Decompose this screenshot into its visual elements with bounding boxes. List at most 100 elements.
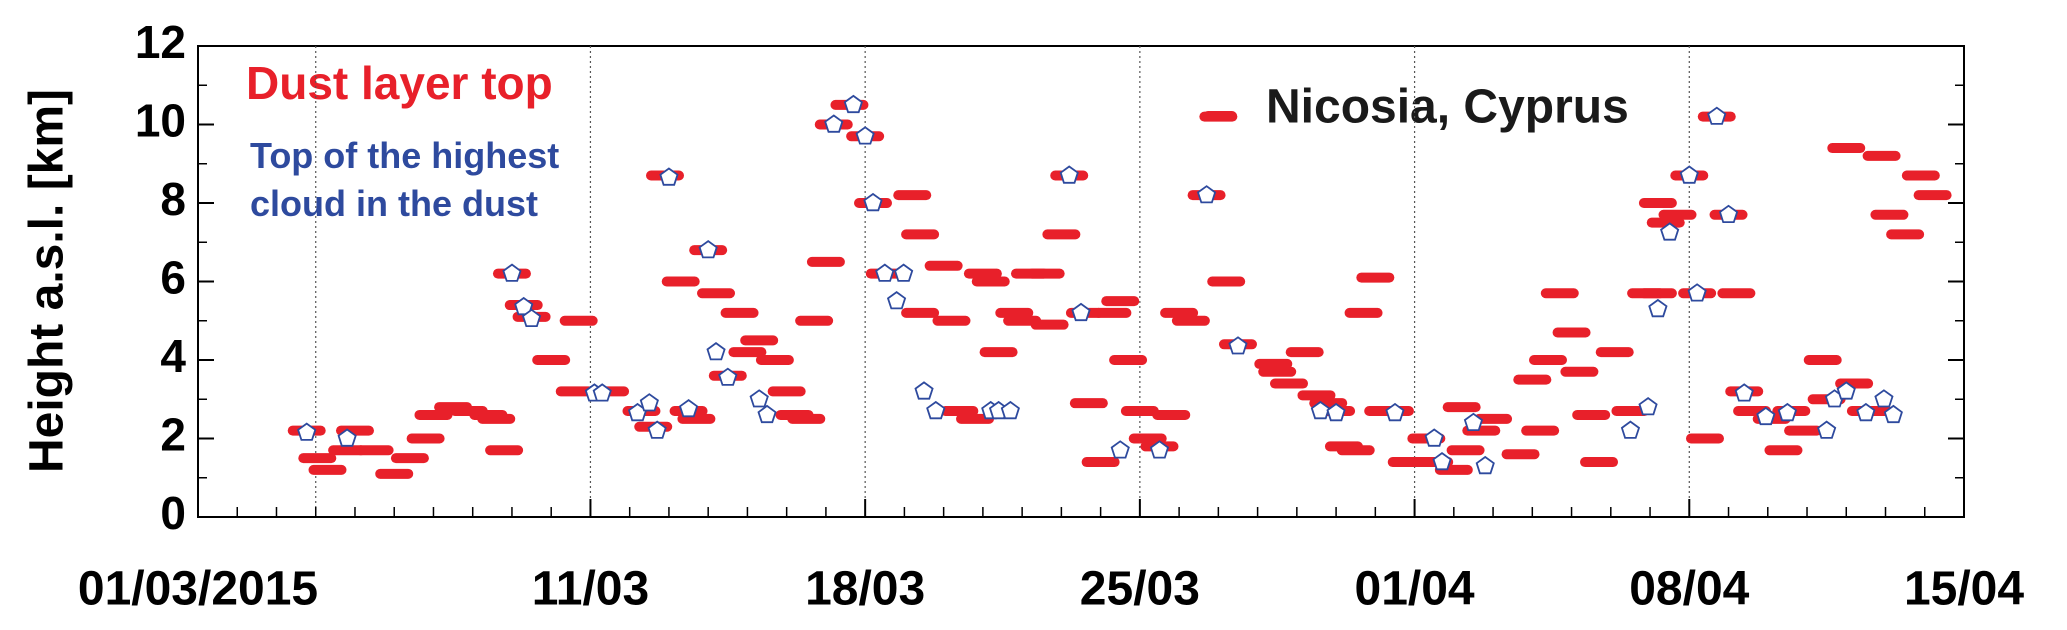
- cloud-top-mark: [1648, 298, 1668, 318]
- cloud-top-mark: [297, 422, 317, 441]
- dust-top-mark: [979, 347, 1018, 358]
- x-tick-label: 25/03: [1080, 563, 1200, 616]
- dust-top-mark: [1646, 217, 1685, 228]
- dust-top-mark: [414, 409, 453, 420]
- cloud-top-mark: [706, 341, 726, 361]
- cloud-top-mark: [843, 94, 863, 114]
- dust-top-mark: [720, 307, 759, 318]
- dust-top-mark: [355, 445, 394, 456]
- dust-top-mark: [1638, 288, 1677, 299]
- dust-top-mark: [795, 315, 834, 326]
- cloud-top-mark: [1679, 165, 1699, 184]
- dust-top-mark: [1160, 307, 1199, 318]
- cloud-top-mark: [1149, 440, 1170, 459]
- dust-top-mark: [1638, 198, 1677, 208]
- cloud-top-mark: [521, 308, 542, 328]
- dust-top-mark: [924, 260, 963, 271]
- cloud-top-mark: [1000, 400, 1020, 420]
- annotation: Nicosia, Cyprus: [1266, 81, 1629, 134]
- dust-top-mark: [1827, 143, 1866, 154]
- cloud-top-mark: [914, 381, 934, 400]
- dust-top-mark: [697, 288, 736, 299]
- dust-top-mark: [1026, 268, 1065, 279]
- cloud-top-mark: [1874, 389, 1894, 408]
- cloud-top-mark: [1817, 420, 1837, 439]
- y-tick-label: 10: [135, 95, 186, 147]
- dust-top-mark: [1685, 433, 1724, 444]
- dust-top-mark: [901, 307, 940, 318]
- cloud-top-mark: [678, 398, 699, 418]
- cloud-top-mark: [1424, 428, 1444, 447]
- cloud-top-mark: [1385, 402, 1405, 422]
- dust-top-mark: [1356, 272, 1395, 283]
- y-tick-label: 8: [160, 173, 186, 225]
- dust-top-mark: [1344, 307, 1383, 318]
- dust-top-mark: [1901, 170, 1940, 181]
- dust-top-mark: [1120, 406, 1159, 417]
- dust-top-mark: [1560, 366, 1599, 377]
- x-tick-label: 11/03: [532, 563, 649, 616]
- dust-top-mark: [1109, 355, 1148, 365]
- legend-label: Top of the highest cloud in the dust: [250, 135, 560, 224]
- dust-top-mark: [1285, 347, 1324, 358]
- y-tick-label: 0: [160, 487, 186, 539]
- dust-top-mark: [1611, 406, 1650, 417]
- dust-top-mark: [1529, 355, 1568, 365]
- dust-top-mark: [1580, 457, 1619, 468]
- cloud-top-mark: [1432, 451, 1452, 471]
- cloud-top-mark: [757, 404, 777, 424]
- dust-top-mark: [740, 335, 779, 346]
- cloud-top-mark: [1660, 222, 1680, 241]
- cloud-top-mark: [592, 383, 612, 402]
- dust-top-mark: [1042, 229, 1081, 240]
- dust-top-mark: [901, 229, 940, 240]
- cloud-top-mark: [1836, 381, 1856, 400]
- dust-top-mark: [806, 256, 845, 267]
- cloud-top-mark: [698, 239, 718, 259]
- cloud-top-mark: [926, 400, 946, 420]
- cloud-top-mark: [886, 290, 907, 310]
- dust-top-mark: [1093, 307, 1132, 318]
- legend-label: Dust layer top: [246, 57, 553, 109]
- dust-top-mark: [1474, 413, 1513, 424]
- cloud-top-mark: [863, 192, 883, 212]
- cloud-top-mark: [514, 296, 534, 316]
- dust-top-mark: [971, 276, 1010, 287]
- cloud-top-mark: [855, 126, 875, 145]
- dust-top-mark: [375, 468, 414, 479]
- dust-top-mark: [1540, 288, 1579, 299]
- dust-top-mark: [1030, 319, 1069, 330]
- dust-top-mark: [1081, 457, 1120, 468]
- cloud-top-mark: [1475, 455, 1495, 475]
- cloud-top-mark: [894, 263, 914, 282]
- dust-top-mark: [1446, 445, 1485, 456]
- cloud-top-mark: [1718, 204, 1739, 224]
- y-tick-label: 6: [160, 252, 186, 304]
- cloud-top-mark: [1620, 420, 1641, 439]
- dust-top-mark: [559, 315, 598, 326]
- dust-top-mark: [728, 347, 767, 358]
- x-tick-label: 01/03/2015: [78, 563, 318, 616]
- dust-top-mark: [1069, 398, 1108, 409]
- dust-top-mark: [1128, 433, 1167, 444]
- y-tick-label: 4: [160, 330, 186, 382]
- cloud-top-mark: [1059, 165, 1079, 184]
- cloud-top-mark: [749, 389, 769, 408]
- dust-top-mark: [1764, 445, 1803, 456]
- dust-top-mark: [1886, 229, 1925, 240]
- dust-top-mark: [532, 355, 571, 365]
- dust-top-mark: [1521, 425, 1560, 436]
- cloud-top-mark: [824, 114, 844, 133]
- dust-top-mark: [1572, 409, 1611, 420]
- cloud-top-mark: [1228, 336, 1248, 355]
- x-tick-label: 15/04: [1904, 563, 2024, 616]
- x-tick-label: 18/03: [805, 563, 925, 616]
- dust-top-mark: [1595, 347, 1634, 358]
- dust-top-mark: [940, 406, 979, 417]
- dust-top-mark: [1199, 111, 1238, 122]
- cloud-top-mark: [659, 167, 679, 186]
- dust-top-mark: [1258, 366, 1297, 377]
- cloud-top-mark: [647, 420, 667, 439]
